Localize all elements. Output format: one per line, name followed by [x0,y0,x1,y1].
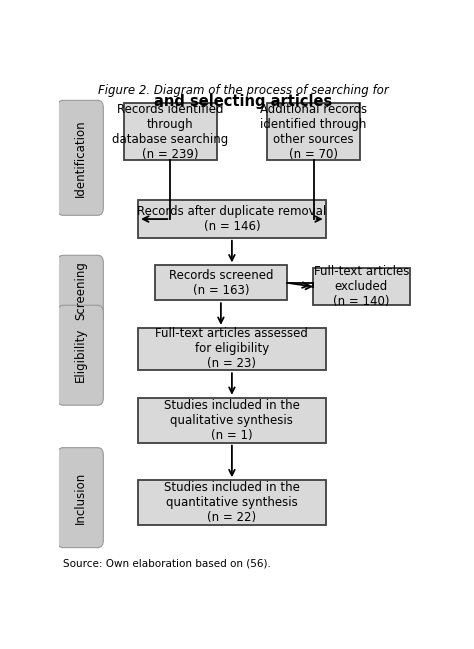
FancyBboxPatch shape [138,398,326,443]
Text: Figure 2. Diagram of the process of searching for: Figure 2. Diagram of the process of sear… [98,84,388,97]
Text: Full-text articles
excluded
(n = 140): Full-text articles excluded (n = 140) [314,265,409,308]
FancyBboxPatch shape [57,448,103,548]
FancyBboxPatch shape [138,328,326,370]
Text: Screening: Screening [74,261,87,320]
FancyBboxPatch shape [57,305,103,405]
Text: Studies included in the
quantitative synthesis
(n = 22): Studies included in the quantitative syn… [164,481,300,524]
FancyBboxPatch shape [267,103,360,160]
Text: Records screened
(n = 163): Records screened (n = 163) [169,269,273,297]
Text: Source: Own elaboration based on (56).: Source: Own elaboration based on (56). [63,559,271,569]
FancyBboxPatch shape [57,101,103,215]
Text: Studies included in the
qualitative synthesis
(n = 1): Studies included in the qualitative synt… [164,398,300,442]
Text: Records after duplicate removal
(n = 146): Records after duplicate removal (n = 146… [137,205,327,233]
Text: Full-text articles assessed
for eligibility
(n = 23): Full-text articles assessed for eligibil… [155,328,309,371]
Text: Eligibility: Eligibility [74,328,87,382]
Text: Inclusion: Inclusion [74,472,87,524]
FancyBboxPatch shape [313,268,410,305]
Text: Identification: Identification [74,119,87,197]
Text: Additional records
identified through
other sources
(n = 70): Additional records identified through ot… [260,103,367,160]
FancyBboxPatch shape [138,480,326,525]
FancyBboxPatch shape [155,265,287,300]
FancyBboxPatch shape [138,201,326,238]
Text: Records identified
through
database searching
(n = 239): Records identified through database sear… [112,103,228,160]
Text: and selecting articles: and selecting articles [154,94,332,110]
FancyBboxPatch shape [57,255,103,325]
FancyBboxPatch shape [124,103,217,160]
